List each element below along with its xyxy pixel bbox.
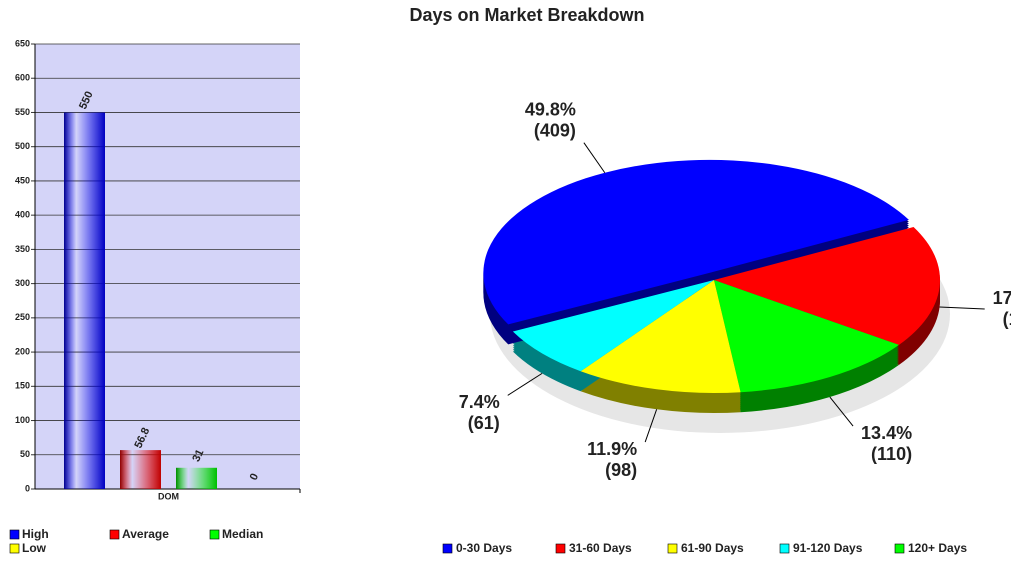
y-tick-label: 300 [15, 278, 30, 288]
y-tick-label: 450 [15, 175, 30, 185]
bar [64, 112, 105, 489]
y-tick-label: 650 [15, 38, 30, 48]
leader-line [583, 142, 606, 174]
bar [120, 450, 161, 489]
legend-label: Median [222, 527, 263, 541]
value-label: (61) [468, 413, 500, 433]
percent-label: 7.4% [459, 392, 500, 412]
pie-slice [580, 280, 741, 394]
pie-slice [714, 280, 899, 393]
y-tick-label: 200 [15, 346, 30, 356]
legend-swatch [109, 529, 120, 540]
leader-line [644, 409, 658, 443]
pie-slice [512, 280, 714, 372]
legend-swatch [209, 529, 220, 540]
y-tick-label: 250 [15, 312, 30, 322]
leader-line [829, 396, 854, 427]
legend-label: 0-30 Days [456, 541, 512, 555]
y-tick-label: 350 [15, 244, 30, 254]
leader-line [507, 372, 543, 396]
legend-swatch [9, 529, 20, 540]
y-tick-label: 0 [25, 483, 30, 493]
chart-title: Days on Market Breakdown [409, 5, 644, 25]
value-label: (98) [605, 460, 637, 480]
y-tick-label: 500 [15, 141, 30, 151]
legend-label: 120+ Days [908, 541, 967, 555]
y-tick-label: 50 [20, 449, 30, 459]
legend-swatch [667, 543, 678, 554]
value-label: (110) [871, 444, 912, 464]
data-label: 0 [248, 472, 261, 483]
legend-label: 91-120 Days [793, 541, 863, 555]
percent-label: 11.9% [587, 439, 637, 459]
percent-label: 49.8% [525, 99, 576, 119]
y-tick-label: 400 [15, 210, 30, 220]
legend-swatch [779, 543, 790, 554]
value-label: (144) [1003, 309, 1011, 329]
legend-label: Average [122, 527, 169, 541]
legend-label: High [22, 527, 49, 541]
pie-slice [483, 159, 909, 325]
pie-slice [714, 226, 940, 345]
y-tick-label: 550 [15, 107, 30, 117]
legend-label: 61-90 Days [681, 541, 744, 555]
y-tick-label: 100 [15, 415, 30, 425]
legend-swatch [442, 543, 453, 554]
percent-label: 13.4% [861, 423, 912, 443]
bar [176, 467, 217, 489]
leader-line [939, 306, 985, 310]
legend-label: Low [22, 541, 47, 555]
legend-swatch [9, 543, 20, 554]
percent-label: 17.5% [993, 288, 1011, 308]
x-tick-label: DOM [158, 491, 179, 501]
y-tick-label: 150 [15, 381, 30, 391]
legend-swatch [555, 543, 566, 554]
y-tick-label: 600 [15, 73, 30, 83]
value-label: (409) [534, 120, 576, 140]
legend-swatch [894, 543, 905, 554]
legend-label: 31-60 Days [569, 541, 632, 555]
data-label: 31 [190, 448, 206, 464]
